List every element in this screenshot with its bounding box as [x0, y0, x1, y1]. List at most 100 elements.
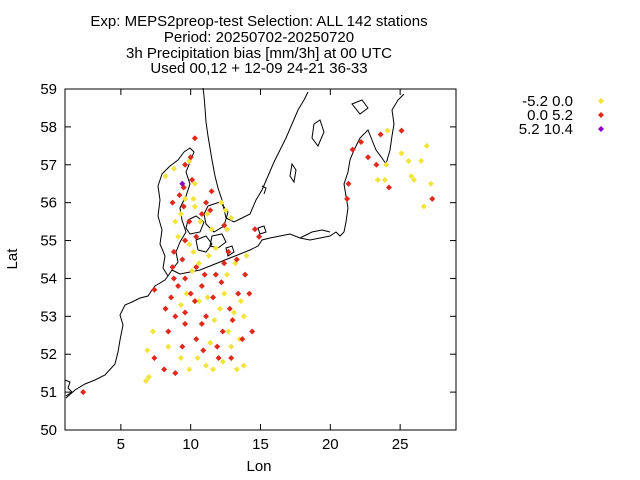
chart-title-line-3: 3h Precipitation bias [mm/3h] at 00 UTC: [126, 45, 392, 62]
data-point-series-2: [200, 347, 207, 354]
data-point-series-2: [162, 305, 169, 312]
data-point-series-1: [207, 339, 214, 346]
data-point-series-1: [230, 309, 237, 316]
data-point-series-2: [182, 309, 189, 316]
data-point-series-1: [223, 271, 230, 278]
data-point-series-1: [233, 366, 240, 373]
x-tick-label: 5: [117, 436, 125, 453]
data-point-series-1: [383, 161, 390, 168]
data-point-series-1: [225, 328, 232, 335]
data-point-series-1: [194, 355, 201, 362]
data-point-series-1: [418, 157, 425, 164]
data-point-series-2: [207, 207, 214, 214]
data-point-series-1: [203, 362, 210, 369]
data-point-series-1: [186, 241, 193, 248]
data-point-series-2: [208, 188, 215, 195]
x-tick-label: 15: [252, 436, 269, 453]
data-point-series-1: [189, 267, 196, 274]
data-point-series-2: [214, 343, 221, 350]
data-point-series-1: [162, 173, 169, 180]
data-point-series-1: [427, 180, 434, 187]
data-point-series-2: [189, 176, 196, 183]
data-point-series-2: [180, 203, 187, 210]
data-point-series-1: [374, 176, 381, 183]
data-point-series-2: [168, 294, 175, 301]
data-point-series-2: [221, 222, 228, 229]
y-tick-label: 53: [40, 308, 57, 325]
y-tick-label: 54: [40, 270, 57, 287]
data-point-series-2: [233, 256, 240, 263]
data-point-series-2: [219, 328, 226, 335]
data-point-series-2: [176, 192, 183, 199]
data-point-series-2: [191, 298, 198, 305]
data-point-series-2: [151, 286, 158, 293]
x-axis: 5 10 15 20 25: [117, 89, 408, 453]
data-point-series-1: [240, 362, 247, 369]
chart-title-line-2: Period: 20250702-20250720: [164, 29, 354, 46]
data-point-series-2: [169, 264, 176, 271]
data-point-series-1: [191, 180, 198, 187]
y-tick-label: 52: [40, 346, 57, 363]
y-tick-label: 57: [40, 157, 57, 174]
x-tick-label: 20: [322, 436, 339, 453]
chart-title-line-1: Exp: MEPS2preop-test Selection: ALL 142 …: [90, 13, 427, 30]
data-point-series-2: [193, 336, 200, 343]
data-point-series-1: [177, 355, 184, 362]
data-point-series-1: [228, 214, 235, 221]
data-point-series-3: [179, 180, 186, 187]
data-point-series-1: [186, 366, 193, 373]
data-point-series-2: [182, 161, 189, 168]
data-point-series-2: [193, 264, 200, 271]
data-point-series-1: [423, 142, 430, 149]
y-axis-label: Lat: [4, 248, 21, 270]
data-point-series-2: [385, 184, 392, 191]
x-axis-label: Lon: [246, 458, 271, 475]
data-point-series-1: [182, 195, 189, 202]
data-point-series-2: [246, 290, 253, 297]
data-point-series-1: [228, 343, 235, 350]
data-point-series-1: [190, 195, 197, 202]
data-point-series-1: [219, 358, 226, 365]
data-point-series-2: [198, 320, 205, 327]
data-point-series-2: [349, 146, 356, 153]
data-point-series-2: [235, 290, 242, 297]
data-point-series-1: [177, 301, 184, 308]
data-point-series-2: [198, 283, 205, 290]
data-point-series-1: [408, 173, 415, 180]
data-point-series-2: [187, 154, 194, 161]
data-point-series-1: [204, 294, 211, 301]
data-point-series-2: [377, 131, 384, 138]
data-point-series-2: [175, 283, 182, 290]
legend-label: 0.0 5.2: [527, 107, 573, 124]
data-point-series-2: [161, 366, 168, 373]
data-point-series-1: [196, 298, 203, 305]
data-point-series-1: [190, 248, 197, 255]
data-point-series-2: [242, 271, 249, 278]
data-point-series-2: [228, 355, 235, 362]
data-point-series-2: [398, 127, 405, 134]
data-point-series-2: [151, 355, 158, 362]
data-point-series-1: [211, 317, 218, 324]
data-point-series-1: [223, 226, 230, 233]
data-point-series-1: [240, 313, 247, 320]
data-point-series-2: [80, 389, 87, 396]
data-point-series-1: [398, 150, 405, 157]
data-point-series-1: [222, 207, 229, 214]
data-point-series-1: [221, 290, 228, 297]
data-point-series-1: [411, 176, 418, 183]
legend-label: 5.2 10.4: [519, 121, 573, 138]
data-point-series-2: [172, 370, 179, 377]
legend: -5.2 0.00.0 5.25.2 10.4: [519, 93, 604, 138]
data-point-series-2: [179, 256, 186, 263]
data-point-series-2: [201, 271, 208, 278]
data-point-series-1: [243, 252, 250, 259]
data-point-series-1: [205, 252, 212, 259]
legend-marker: [598, 112, 604, 118]
data-point-series-1: [208, 226, 215, 233]
data-point-series-1: [177, 211, 184, 218]
data-point-series-2: [225, 248, 232, 255]
data-point-series-2: [210, 294, 217, 301]
y-tick-label: 50: [40, 422, 57, 439]
coastline-map: [64, 87, 405, 399]
